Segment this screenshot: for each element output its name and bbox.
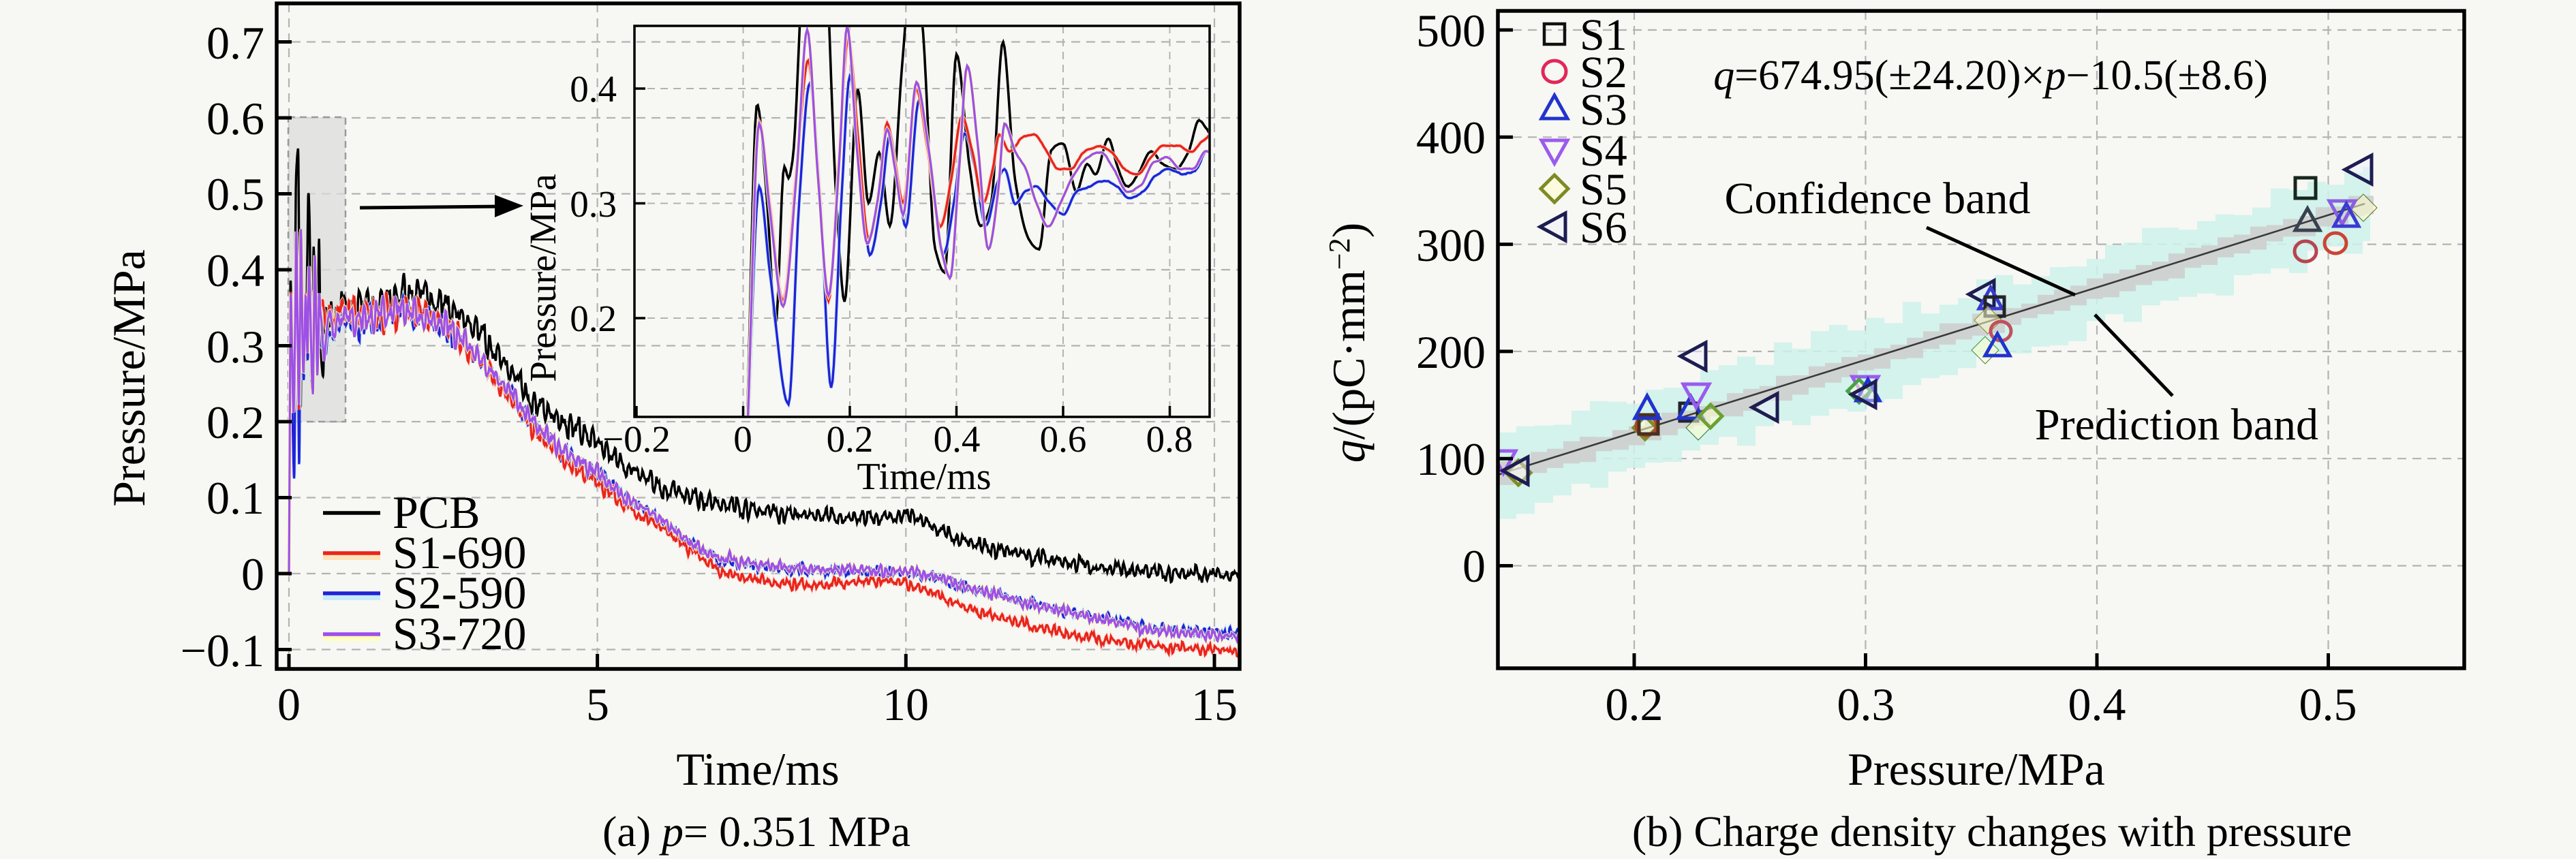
svg-text:Pressure/MPa: Pressure/MPa — [103, 249, 155, 507]
svg-text:0.2: 0.2 — [827, 418, 874, 460]
svg-text:5: 5 — [586, 678, 609, 730]
svg-text:0.5: 0.5 — [2299, 678, 2357, 730]
svg-text:S2: S2 — [1580, 48, 1627, 97]
svg-text:0.6: 0.6 — [206, 93, 264, 144]
svg-text:0.4: 0.4 — [934, 418, 981, 460]
svg-text:0.2: 0.2 — [1606, 678, 1663, 730]
svg-text:500: 500 — [1416, 5, 1486, 57]
svg-text:0: 0 — [277, 678, 301, 730]
svg-text:0.2: 0.2 — [570, 298, 617, 339]
svg-text:0.8: 0.8 — [1146, 418, 1193, 460]
svg-text:0.4: 0.4 — [206, 245, 264, 296]
svg-text:(b) Charge density changes wit: (b) Charge density changes with pressure — [1632, 807, 2352, 856]
svg-text:Prediction band: Prediction band — [2035, 400, 2318, 450]
svg-text:0: 0 — [241, 548, 264, 600]
svg-text:Time/ms: Time/ms — [676, 743, 839, 795]
svg-text:S3-720: S3-720 — [393, 608, 526, 659]
svg-text:0.2: 0.2 — [206, 396, 264, 448]
svg-text:Confidence band: Confidence band — [1724, 174, 2030, 223]
svg-text:S1: S1 — [1580, 10, 1627, 60]
svg-text:0.1: 0.1 — [206, 472, 264, 524]
svg-text:q=674.95(±24.20)×p−10.5(±8.6): q=674.95(±24.20)×p−10.5(±8.6) — [1713, 52, 2268, 99]
svg-text:S6: S6 — [1580, 203, 1627, 253]
svg-text:0.6: 0.6 — [1040, 418, 1087, 460]
svg-text:(a) p= 0.351 MPa: (a) p= 0.351 MPa — [602, 807, 910, 856]
svg-text:15: 15 — [1191, 678, 1238, 730]
svg-text:0: 0 — [733, 418, 752, 460]
svg-text:0.4: 0.4 — [570, 68, 617, 110]
svg-text:Time/ms: Time/ms — [857, 456, 991, 498]
svg-text:−0.2: −0.2 — [602, 418, 671, 460]
svg-text:Pressure/MPa: Pressure/MPa — [1847, 743, 2105, 795]
svg-text:−0.1: −0.1 — [181, 625, 264, 676]
svg-text:S5: S5 — [1580, 165, 1627, 215]
svg-text:Pressure/MPa: Pressure/MPa — [522, 174, 564, 382]
svg-text:0: 0 — [1462, 540, 1486, 592]
svg-text:S4: S4 — [1580, 126, 1627, 176]
svg-text:10: 10 — [883, 678, 929, 730]
svg-text:S2-590: S2-590 — [393, 567, 526, 619]
svg-text:PCB: PCB — [393, 486, 480, 538]
svg-text:100: 100 — [1416, 433, 1486, 485]
svg-text:300: 300 — [1416, 219, 1486, 271]
svg-text:200: 200 — [1416, 326, 1486, 378]
svg-text:0.5: 0.5 — [206, 168, 264, 220]
svg-text:0.4: 0.4 — [2068, 678, 2126, 730]
svg-text:0.3: 0.3 — [1837, 678, 1895, 730]
svg-text:0.3: 0.3 — [570, 183, 617, 225]
svg-text:0.7: 0.7 — [206, 17, 264, 69]
svg-text:0.3: 0.3 — [206, 321, 264, 373]
svg-text:S3: S3 — [1580, 85, 1627, 135]
svg-text:S1-690: S1-690 — [393, 527, 526, 578]
svg-text:400: 400 — [1416, 112, 1486, 163]
